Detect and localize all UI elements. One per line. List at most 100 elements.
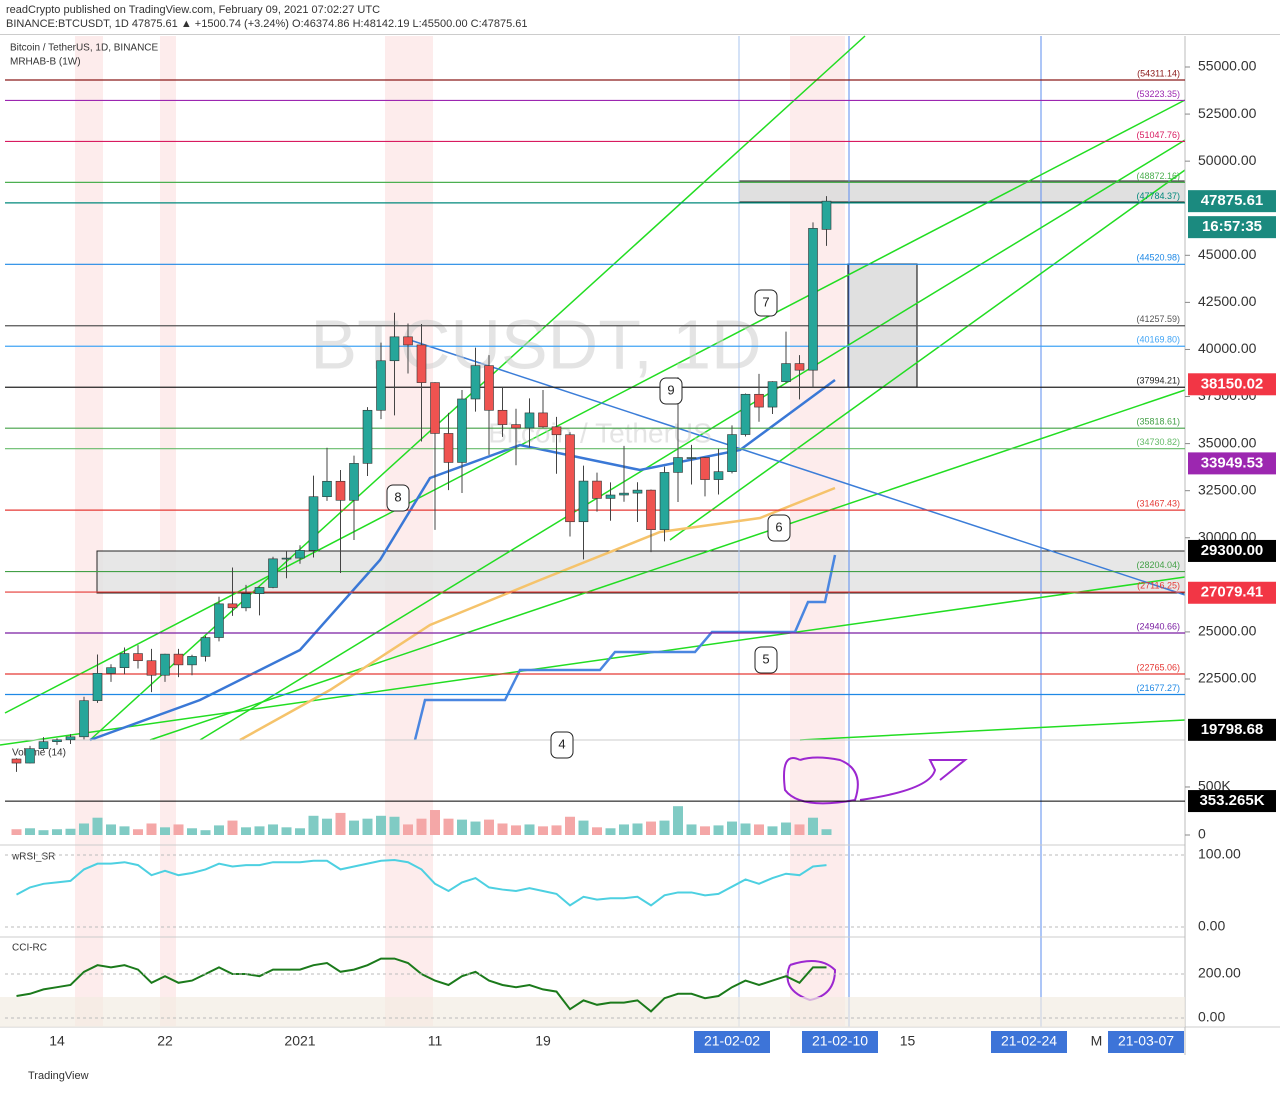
volume-bar bbox=[322, 818, 332, 835]
candle-body bbox=[578, 480, 589, 523]
symbol-line: BINANCE:BTCUSDT, 1D 47875.61 ▲ +1500.74 … bbox=[6, 18, 528, 30]
candle-body bbox=[173, 653, 184, 666]
candle-body bbox=[335, 480, 346, 501]
volume-bar bbox=[646, 821, 656, 835]
candle-body bbox=[281, 557, 292, 560]
volume-bar bbox=[767, 826, 778, 835]
volume-bar bbox=[659, 820, 670, 835]
candle-body bbox=[551, 426, 562, 436]
chart-title: Bitcoin / TetherUS, 1D, BINANCE bbox=[10, 43, 159, 54]
time-badge bbox=[991, 1031, 1067, 1053]
price-badge-label: 38150.02 bbox=[1201, 375, 1264, 392]
level-label: (47784.37) bbox=[1136, 191, 1180, 201]
candle-body bbox=[727, 434, 737, 472]
candle-body bbox=[119, 653, 130, 668]
level-label: (54311.14) bbox=[1137, 68, 1180, 78]
level-label: (28204.04) bbox=[1136, 560, 1180, 570]
candle-body bbox=[38, 741, 49, 749]
volume-tick-label: 500K bbox=[1198, 778, 1231, 794]
volume-bar bbox=[484, 819, 494, 835]
volume-bar bbox=[754, 824, 764, 835]
volume-bar bbox=[578, 820, 589, 835]
volume-bar bbox=[821, 829, 832, 835]
cci-tick-label: 0.00 bbox=[1198, 1009, 1225, 1025]
rsi-line bbox=[16, 859, 827, 907]
y-tick-label: 25000.00 bbox=[1198, 623, 1257, 639]
volume-bar bbox=[52, 829, 62, 835]
y-tick-label: 42500.00 bbox=[1198, 293, 1257, 309]
x-tick-label: 11 bbox=[428, 1033, 443, 1049]
candle-body bbox=[565, 434, 575, 523]
candle-body bbox=[632, 489, 643, 494]
candle-body bbox=[767, 381, 778, 408]
level-label: (40169.80) bbox=[1136, 335, 1180, 345]
candle-body bbox=[241, 593, 251, 609]
x-tick-label: 15 bbox=[900, 1033, 916, 1049]
y-tick-label: 22500.00 bbox=[1198, 670, 1257, 686]
candle-body bbox=[295, 550, 305, 559]
callout-box bbox=[754, 289, 778, 317]
x-tick-label: 21-03-07 bbox=[1118, 1033, 1174, 1049]
y-tick-label: 35000.00 bbox=[1198, 434, 1257, 450]
level-label: (34730.82) bbox=[1136, 437, 1180, 447]
callout-label: 9 bbox=[667, 382, 674, 397]
volume-bar bbox=[727, 821, 737, 835]
volume-bar bbox=[457, 819, 467, 835]
candle-body bbox=[268, 558, 278, 588]
level-label: (31467.43) bbox=[1136, 499, 1180, 509]
x-tick-label: 21-02-10 bbox=[812, 1033, 868, 1049]
candle-body bbox=[200, 637, 211, 657]
volume-bar bbox=[443, 818, 454, 835]
candle-body bbox=[673, 457, 683, 473]
candle-body bbox=[160, 653, 170, 676]
volume-bar bbox=[808, 817, 818, 835]
candle-body bbox=[511, 424, 521, 429]
level-label: (21677.27) bbox=[1136, 683, 1180, 693]
volume-bar bbox=[430, 810, 440, 835]
volume-bar bbox=[160, 827, 170, 835]
session-bands bbox=[75, 36, 845, 1026]
volume-bar bbox=[700, 826, 710, 835]
candle-body bbox=[484, 365, 494, 411]
level-label: (27116.25) bbox=[1137, 580, 1180, 590]
volume-bar bbox=[349, 820, 359, 835]
chart-subtitle: MRHAB-B (1W) bbox=[10, 57, 81, 68]
volume-bar bbox=[686, 824, 697, 835]
candle-body bbox=[52, 739, 62, 742]
volume-bar bbox=[25, 828, 35, 835]
level-label: (22765.06) bbox=[1136, 662, 1180, 672]
volume-badge-label: 353.265K bbox=[1199, 792, 1264, 809]
level-label: (24940.66) bbox=[1136, 621, 1180, 631]
volume-bar bbox=[295, 828, 305, 835]
y-tick-label: 32500.00 bbox=[1198, 481, 1257, 497]
volume-bar bbox=[254, 826, 265, 835]
candle-body bbox=[781, 363, 791, 382]
callout-label: 6 bbox=[775, 519, 782, 534]
volume-bar bbox=[146, 823, 157, 835]
volume-bar bbox=[119, 826, 130, 835]
candle-body bbox=[605, 494, 616, 499]
price-badge bbox=[1188, 539, 1276, 562]
y-tick-label: 45000.00 bbox=[1198, 246, 1257, 262]
volume-bar bbox=[713, 825, 724, 835]
volume-bar bbox=[38, 830, 49, 835]
x-tick-label: 21-02-24 bbox=[1001, 1033, 1057, 1049]
footer-logo: TradingView bbox=[28, 1070, 89, 1082]
volume-bar bbox=[740, 823, 751, 835]
candle-body bbox=[808, 228, 818, 371]
price-badge-label: 27079.41 bbox=[1201, 584, 1264, 601]
candle-body bbox=[754, 393, 764, 408]
level-label: (41257.59) bbox=[1136, 314, 1180, 324]
callout-label: 5 bbox=[762, 651, 769, 666]
x-tick-label: 2021 bbox=[284, 1033, 315, 1049]
price-badge-label: 29300.00 bbox=[1201, 542, 1264, 559]
candle-body bbox=[146, 660, 157, 676]
publish-line: readCrypto published on TradingView.com,… bbox=[6, 4, 380, 16]
volume-bar bbox=[187, 828, 197, 835]
x-tick-label: 19 bbox=[535, 1033, 551, 1049]
price-badge bbox=[1188, 452, 1276, 475]
price-badge bbox=[1188, 373, 1276, 396]
volume-title: Volume (14) bbox=[12, 748, 66, 759]
candle-body bbox=[92, 673, 103, 701]
